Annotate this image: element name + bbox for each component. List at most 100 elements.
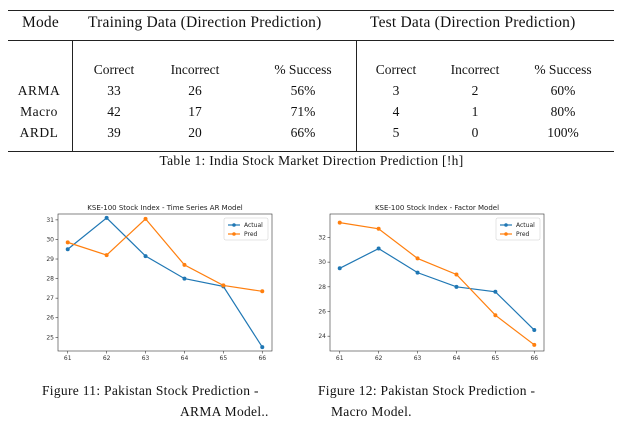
x-tick-label: 61 bbox=[64, 355, 72, 362]
y-tick-label: 27 bbox=[46, 295, 54, 302]
legend-label-pred: Pred bbox=[244, 231, 258, 238]
table-cell: 42 bbox=[107, 104, 121, 119]
x-tick-label: 61 bbox=[336, 355, 344, 362]
table-cell: 0 bbox=[471, 125, 479, 140]
data-point-pred bbox=[337, 220, 342, 225]
legend-marker-actual bbox=[232, 223, 236, 227]
data-point-pred bbox=[493, 313, 498, 318]
legend-marker-actual bbox=[504, 223, 508, 227]
data-point-actual bbox=[260, 345, 265, 350]
data-point-actual bbox=[454, 284, 459, 289]
y-tick-label: 30 bbox=[318, 259, 326, 266]
table-cell: 100% bbox=[547, 125, 579, 140]
table-cell: 39 bbox=[107, 125, 121, 140]
data-point-actual bbox=[65, 247, 70, 252]
y-tick-label: 29 bbox=[46, 256, 54, 263]
header-training: Training Data (Direction Prediction) bbox=[88, 14, 322, 31]
table-cell: 56% bbox=[290, 83, 316, 98]
legend-label-actual: Actual bbox=[244, 222, 263, 229]
figure-12-caption-line2: Macro Model. bbox=[331, 404, 412, 419]
data-point-pred bbox=[143, 216, 148, 221]
legend-label-pred: Pred bbox=[516, 231, 530, 238]
table-cell: 60% bbox=[550, 83, 576, 98]
x-tick-label: 62 bbox=[375, 355, 383, 362]
chart-factor-model-svg: KSE-100 Stock Index - Factor Model 24 26 28… bbox=[318, 204, 545, 362]
x-tick-label: 62 bbox=[103, 355, 111, 362]
table-cell: 4 bbox=[392, 104, 400, 119]
figure-11-chart: KSE-100 Stock Index - Time Series AR Mod… bbox=[40, 200, 290, 370]
data-point-pred bbox=[532, 342, 537, 347]
table-cell: 20 bbox=[188, 125, 202, 140]
legend-marker-pred bbox=[504, 232, 508, 236]
data-point-pred bbox=[376, 226, 381, 231]
data-point-pred bbox=[260, 289, 265, 294]
table-cell: 3 bbox=[392, 83, 400, 98]
chart-title: KSE-100 Stock Index - Time Series AR Mod… bbox=[87, 204, 242, 212]
subheader-test-correct: Correct bbox=[375, 62, 417, 77]
row-label-macro: Macro bbox=[20, 104, 58, 119]
data-point-actual bbox=[376, 246, 381, 251]
data-point-actual bbox=[143, 254, 148, 259]
y-tick-label: 30 bbox=[46, 236, 54, 243]
x-tick-label: 66 bbox=[258, 355, 266, 362]
data-point-pred bbox=[221, 283, 226, 288]
x-tick-label: 66 bbox=[530, 355, 538, 362]
y-tick-label: 31 bbox=[46, 217, 54, 224]
table-cell: 2 bbox=[471, 83, 479, 98]
table-cell: 17 bbox=[188, 104, 202, 119]
header-test: Test Data (Direction Prediction) bbox=[370, 14, 576, 31]
figure-12-caption-line1: Figure 12: Pakistan Stock Prediction - bbox=[318, 383, 536, 398]
chart-title: KSE-100 Stock Index - Factor Model bbox=[375, 204, 499, 212]
x-tick-label: 65 bbox=[492, 355, 500, 362]
x-tick-label: 64 bbox=[181, 355, 189, 362]
y-tick-label: 26 bbox=[318, 309, 326, 316]
data-point-pred bbox=[415, 256, 420, 261]
x-tick-label: 63 bbox=[142, 355, 150, 362]
x-tick-label: 65 bbox=[220, 355, 228, 362]
data-point-pred bbox=[454, 272, 459, 277]
data-point-actual bbox=[415, 270, 420, 275]
subheader-test-incorrect: Incorrect bbox=[450, 62, 500, 77]
data-point-pred bbox=[65, 240, 70, 245]
series-line-pred bbox=[67, 218, 263, 292]
y-tick-label: 28 bbox=[46, 276, 54, 283]
row-label-arma: ARMA bbox=[17, 83, 61, 98]
subheader-test-success: % Success bbox=[534, 62, 592, 77]
table-header-rule bbox=[8, 40, 614, 41]
header-mode: Mode bbox=[22, 14, 59, 31]
x-tick-label: 63 bbox=[414, 355, 422, 362]
y-tick-label: 32 bbox=[318, 234, 326, 241]
legend-label-actual: Actual bbox=[516, 222, 535, 229]
y-tick-label: 26 bbox=[46, 315, 54, 322]
series-line-actual bbox=[339, 247, 535, 331]
data-point-actual bbox=[182, 276, 187, 281]
legend-marker-pred bbox=[232, 232, 236, 236]
table-cell: 80% bbox=[550, 104, 576, 119]
figure-12-chart: KSE-100 Stock Index - Factor Model 24 26 28… bbox=[312, 200, 562, 370]
table-divider-right bbox=[356, 40, 357, 152]
series-line-actual bbox=[67, 217, 263, 348]
subheader-train-success: % Success bbox=[274, 62, 332, 77]
table-cell: 33 bbox=[107, 83, 121, 98]
table-bottom-rule bbox=[8, 151, 614, 152]
table-divider-left bbox=[72, 40, 73, 152]
table-caption: Table 1: India Stock Market Direction Pr… bbox=[159, 153, 464, 168]
y-tick-label: 28 bbox=[318, 284, 326, 291]
figure-11-caption-line1: Figure 11: Pakistan Stock Prediction - bbox=[42, 383, 259, 398]
y-tick-label: 24 bbox=[318, 333, 326, 340]
table-top-rule bbox=[8, 10, 614, 11]
table-cell: 1 bbox=[471, 104, 479, 119]
data-point-actual bbox=[104, 215, 109, 220]
table-cell: 26 bbox=[188, 83, 202, 98]
data-point-actual bbox=[493, 289, 498, 294]
series-line-pred bbox=[339, 222, 535, 346]
table-cell: 71% bbox=[290, 104, 316, 119]
chart-ar-model-svg: KSE-100 Stock Index - Time Series AR Mod… bbox=[46, 204, 273, 362]
data-point-pred bbox=[104, 253, 109, 258]
x-tick-label: 64 bbox=[453, 355, 461, 362]
subheader-train-correct: Correct bbox=[93, 62, 135, 77]
table-cell: 66% bbox=[290, 125, 316, 140]
table-cell: 5 bbox=[392, 125, 400, 140]
data-point-actual bbox=[337, 266, 342, 271]
subheader-train-incorrect: Incorrect bbox=[170, 62, 220, 77]
